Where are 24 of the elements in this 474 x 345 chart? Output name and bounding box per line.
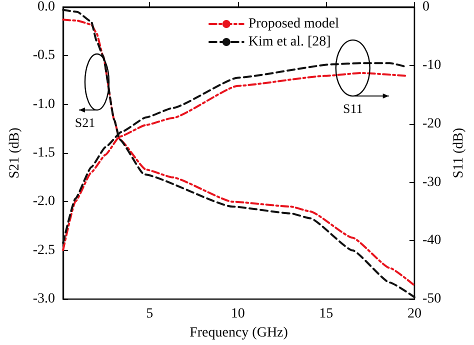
y-tick-label: -0.5 (32, 48, 56, 64)
y2-tick-label: -30 (422, 174, 442, 190)
y-tick-label: 0.0 (38, 0, 56, 14)
x-tick-label: 15 (319, 306, 334, 322)
y2-tick-label: -10 (422, 58, 442, 73)
y2-tick-label: 0 (422, 0, 430, 14)
x-axis-title: Frequency (GHz) (190, 326, 288, 340)
y-tick-label: -1.0 (32, 96, 56, 112)
legend-label: Proposed model (248, 16, 340, 32)
x-tick-label: 10 (230, 306, 245, 322)
x-tick-label: 20 (407, 306, 422, 322)
annotation: S11 (342, 101, 363, 116)
y2-axis-title: S11 (dB) (452, 128, 466, 178)
y-tick-label: -2.0 (32, 194, 56, 210)
y2-tick-label: -40 (422, 233, 442, 248)
y2-tick-label: -50 (422, 292, 442, 307)
legend-label: Kim et al. [28] (248, 34, 331, 50)
y-tick-label: -2.5 (32, 242, 56, 258)
y-tick-label: -1.5 (32, 146, 56, 161)
y-tick-label: -3.0 (32, 292, 56, 307)
x-tick-label: 5 (146, 306, 154, 322)
y2-tick-label: -20 (422, 116, 442, 132)
annotation: S21 (74, 115, 96, 130)
y-axis-title: S21 (dB) (8, 127, 22, 179)
